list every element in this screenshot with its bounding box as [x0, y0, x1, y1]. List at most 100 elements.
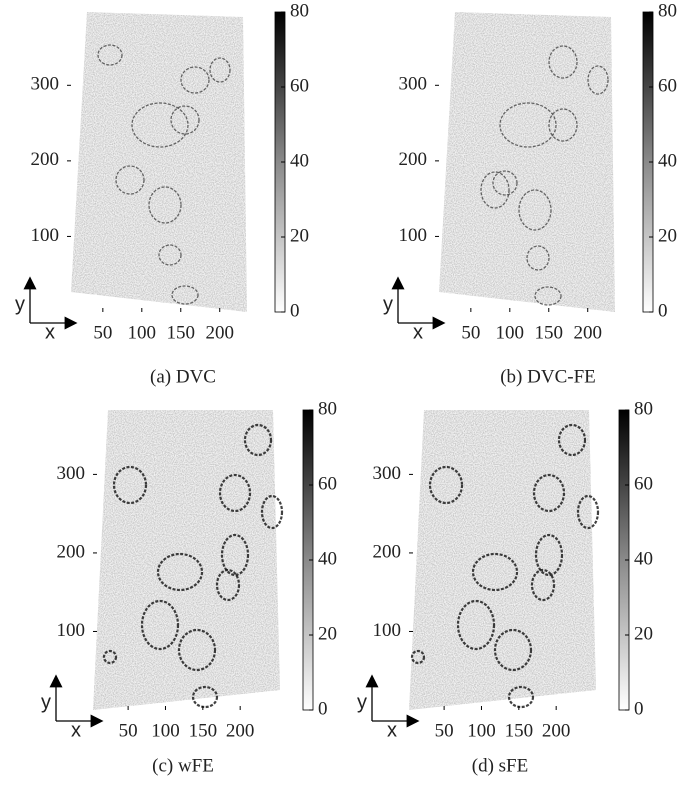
inclusion: [530, 568, 556, 602]
inclusion: [220, 533, 250, 577]
inclusion: [557, 423, 587, 457]
x-tick-label: 50: [93, 322, 112, 343]
inclusion: [548, 108, 578, 142]
x-tick-label: 200: [573, 322, 602, 343]
residual-noise: [71, 12, 247, 312]
y-tick-label: 200: [373, 541, 402, 562]
inclusion: [148, 186, 182, 224]
inclusion: [534, 533, 564, 577]
inclusion: [492, 170, 518, 196]
inclusion: [518, 189, 552, 231]
inclusion: [548, 45, 578, 79]
x-tick-label: 100: [467, 720, 496, 741]
y-axis-label: y: [41, 691, 51, 713]
colorbar-tick-label: 60: [634, 473, 653, 494]
y-axis-label: y: [357, 691, 367, 713]
colorbar-tick-label: 80: [658, 0, 677, 21]
y-axis-label: y: [15, 293, 25, 315]
colorbar-tick-label: 60: [318, 473, 337, 494]
colorbar-tick-label: 40: [318, 548, 337, 569]
residual-noise: [439, 12, 615, 312]
inclusion: [115, 165, 145, 195]
inclusion: [428, 465, 464, 505]
y-tick-label: 100: [373, 620, 402, 641]
colorbar-tick-label: 80: [290, 0, 309, 21]
inclusion: [156, 552, 204, 592]
colorbar-tick-label: 60: [290, 75, 309, 96]
inclusion: [209, 57, 231, 83]
inclusion: [534, 286, 562, 306]
inclusion: [218, 473, 252, 513]
x-tick-label: 150: [535, 322, 564, 343]
colorbar-tick-label: 0: [318, 698, 328, 719]
colorbar-tick-label: 40: [658, 150, 677, 171]
x-axis-label: x: [387, 719, 397, 741]
x-tick-label: 200: [542, 720, 571, 741]
colorbar-tick-label: 0: [658, 300, 668, 321]
panel: 50 100 150 200 100 200 300 0 20 40 60 80 yx (a) DVC: [15, 0, 309, 387]
y-tick-label: 200: [57, 541, 86, 562]
caption: (d) sFE: [472, 755, 528, 776]
inclusion: [471, 552, 519, 592]
inclusion: [243, 423, 273, 457]
x-tick-label: 50: [461, 322, 480, 343]
inclusion: [97, 44, 123, 66]
colorbar-tick-label: 80: [634, 398, 653, 419]
y-axis-label: y: [383, 293, 393, 315]
inclusion: [480, 171, 510, 209]
inclusion: [102, 649, 118, 665]
colorbar-tick-label: 80: [318, 398, 337, 419]
x-axis-label: x: [71, 719, 81, 741]
x-tick-label: 100: [151, 720, 180, 741]
inclusion: [215, 568, 241, 602]
y-tick-label: 300: [373, 463, 402, 484]
inclusion: [171, 285, 199, 305]
inclusion: [158, 244, 182, 266]
y-tick-label: 100: [399, 225, 428, 246]
y-tick-label: 300: [399, 74, 428, 95]
y-tick-label: 100: [31, 225, 60, 246]
panel: 50 100 150 200 100 200 300 0 20 40 60 80 yx (b) DVC-F…: [383, 0, 677, 387]
inclusion: [456, 599, 496, 651]
y-tick-label: 100: [57, 620, 86, 641]
residual-noise: [409, 410, 596, 710]
x-tick-label: 100: [496, 322, 525, 343]
x-axis-label: x: [413, 321, 423, 343]
y-tick-label: 300: [57, 463, 86, 484]
colorbar-tick-label: 40: [290, 150, 309, 171]
x-tick-label: 50: [119, 720, 138, 741]
inclusion: [112, 465, 148, 505]
inclusion: [526, 245, 550, 271]
colorbar-tick-label: 0: [634, 698, 644, 719]
inclusion: [587, 65, 609, 95]
panel: 50 100 150 200 100 200 300 0 20 40 60 80 yx (c) wFE: [41, 398, 337, 776]
caption: (c) wFE: [152, 755, 214, 776]
inclusion: [170, 105, 200, 135]
x-tick-label: 50: [435, 720, 454, 741]
colorbar-tick-label: 20: [658, 225, 677, 246]
inclusion: [260, 494, 284, 530]
x-axis-label: x: [45, 321, 55, 343]
inclusion: [180, 66, 210, 94]
panel: 50 100 150 200 100 200 300 0 20 40 60 80 yx (d) sFE: [357, 398, 653, 776]
caption: (b) DVC-FE: [500, 366, 596, 387]
y-tick-label: 200: [31, 149, 60, 170]
x-tick-label: 150: [189, 720, 218, 741]
y-tick-label: 200: [399, 149, 428, 170]
inclusion: [177, 628, 217, 672]
colorbar-tick-label: 20: [318, 623, 337, 644]
colorbar-tick-label: 60: [658, 75, 677, 96]
inclusion: [131, 102, 189, 148]
x-tick-label: 150: [167, 322, 196, 343]
inclusion: [191, 685, 219, 709]
x-tick-label: 200: [226, 720, 255, 741]
residual-noise: [93, 410, 280, 710]
colorbar-tick-label: 20: [290, 225, 309, 246]
inclusion: [532, 473, 566, 513]
inclusion: [493, 628, 533, 672]
inclusion: [576, 494, 600, 530]
x-tick-label: 150: [505, 720, 534, 741]
colorbar-tick-label: 0: [290, 300, 300, 321]
inclusion: [507, 685, 535, 709]
